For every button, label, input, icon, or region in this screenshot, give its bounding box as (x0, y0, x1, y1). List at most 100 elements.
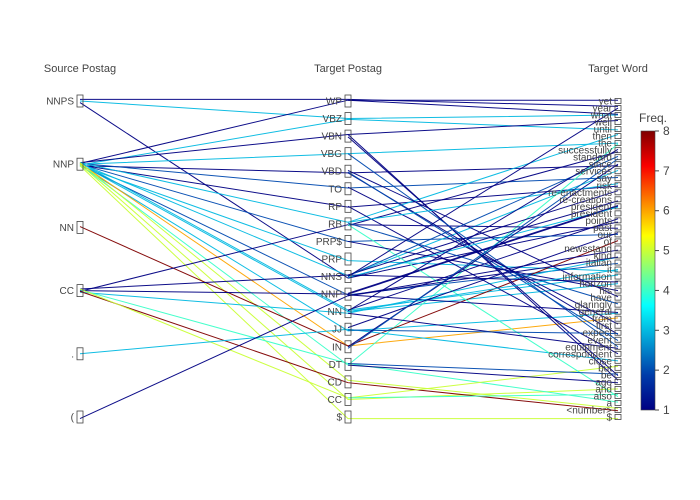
ribbon-cc-nnp-president[interactable] (79, 205, 619, 295)
category-band-re-creations[interactable] (614, 196, 622, 203)
category-band-glaringly[interactable] (614, 301, 622, 308)
ribbon-nn-points[interactable] (347, 218, 619, 311)
category-band-also[interactable] (614, 393, 622, 399)
category-band-rp[interactable] (344, 199, 352, 213)
ribbon-nnp-vbd-since[interactable] (79, 165, 619, 174)
ribbon-nns-president[interactable] (347, 206, 619, 278)
category-band-newsstand[interactable] (614, 245, 622, 252)
category-band-until[interactable] (614, 126, 622, 132)
ribbon-nnp-jj-general[interactable] (79, 165, 619, 332)
ribbon-nns-year[interactable] (347, 107, 619, 277)
ribbon-cc-also[interactable] (347, 393, 619, 399)
category-band-nn[interactable] (76, 220, 84, 234)
ribbon-wp-what[interactable] (347, 99, 619, 115)
ribbon-rb-glaringly[interactable] (347, 222, 619, 305)
category-band-symbol[interactable] (76, 410, 84, 424)
ribbon-nnp-vbz-until[interactable] (79, 118, 619, 166)
category-band-past[interactable] (614, 224, 622, 231)
category-band-kind[interactable] (614, 252, 622, 259)
category-band-expect[interactable] (614, 329, 622, 336)
category-band-his[interactable] (614, 287, 622, 294)
category-band-successfully[interactable] (614, 147, 622, 154)
ribbon-cc-cd-number[interactable] (79, 290, 619, 412)
ribbon-nnp-to-say[interactable] (79, 162, 619, 189)
ribbon-nns-horizon[interactable] (347, 274, 619, 283)
category-band-be[interactable] (614, 371, 622, 378)
category-band-and[interactable] (614, 385, 622, 392)
category-band-jj[interactable] (344, 322, 352, 336)
category-band-to[interactable] (344, 182, 352, 196)
category-band-have[interactable] (614, 294, 622, 301)
category-band-italian[interactable] (614, 259, 622, 266)
category-band-close[interactable] (614, 357, 622, 364)
category-band-cc[interactable] (76, 284, 84, 298)
ribbon-dt-be[interactable] (347, 363, 619, 375)
category-band-the[interactable] (614, 140, 622, 147)
category-band-of[interactable] (614, 238, 622, 245)
category-band-yet[interactable] (614, 98, 622, 104)
category-band-general[interactable] (614, 308, 622, 315)
category-band-say[interactable] (614, 175, 622, 182)
category-band-a[interactable] (614, 400, 622, 406)
ribbon-dt-ago[interactable] (347, 364, 619, 384)
category-band-prp[interactable] (344, 252, 352, 266)
ribbon-nnp-kind[interactable] (347, 256, 619, 297)
category-band-information[interactable] (614, 273, 622, 280)
category-band-points[interactable] (614, 217, 622, 224)
category-band-our[interactable] (614, 231, 622, 238)
category-band-rb[interactable] (344, 217, 352, 231)
category-band-risk[interactable] (614, 182, 622, 189)
ribbon-vbn-ago[interactable] (347, 134, 619, 381)
category-band-prp[interactable] (344, 235, 352, 248)
category-band-first[interactable] (614, 322, 622, 329)
category-band-symbol[interactable] (76, 347, 84, 361)
ribbon-nnp-president[interactable] (347, 205, 619, 294)
ribbon-nnp-general[interactable] (347, 294, 619, 313)
category-band-what[interactable] (614, 112, 622, 118)
category-band-vbz[interactable] (344, 112, 352, 125)
category-band-from[interactable] (614, 315, 622, 322)
category-band-horizon[interactable] (614, 280, 622, 287)
category-band-wp[interactable] (344, 94, 352, 108)
category-band-vbg[interactable] (344, 147, 352, 161)
category-band-cc[interactable] (344, 393, 352, 406)
category-band-vbn[interactable] (344, 129, 352, 143)
ribbon-prp-his[interactable] (347, 240, 619, 292)
ribbon-nnp-rp-risk[interactable] (79, 164, 619, 208)
category-band-standard[interactable] (614, 154, 622, 161)
category-band-symbol[interactable] (614, 414, 622, 420)
category-band-ago[interactable] (614, 378, 622, 385)
category-band-it[interactable] (614, 266, 622, 273)
category-band-well[interactable] (614, 119, 622, 125)
ribbon-jj-close[interactable] (79, 328, 619, 362)
category-band-nnps[interactable] (76, 94, 84, 108)
ribbon-nnp-prp-it[interactable] (79, 165, 619, 272)
category-band-president[interactable] (614, 203, 622, 210)
ribbon-nnps-nns-points[interactable] (79, 102, 619, 279)
ribbon-nn-it[interactable] (347, 269, 619, 313)
category-band-services[interactable] (614, 168, 622, 175)
ribbon-nnp-cd-number[interactable] (79, 162, 619, 409)
ribbon-nn-equipment[interactable] (347, 312, 619, 349)
category-band-president[interactable] (614, 210, 622, 217)
category-band-vbd[interactable] (344, 164, 352, 178)
ribbon-vbg-equipment[interactable] (347, 153, 619, 348)
category-band-then[interactable] (614, 133, 622, 140)
category-band-nnp[interactable] (76, 157, 84, 171)
category-band-event[interactable] (614, 336, 622, 343)
category-band-re-enactments[interactable] (614, 189, 622, 196)
category-band-since[interactable] (614, 161, 622, 168)
category-band-in[interactable] (344, 340, 352, 354)
ribbon-vbd-have[interactable] (347, 169, 619, 298)
category-band-equipment[interactable] (614, 343, 622, 350)
category-band-symbol[interactable] (344, 410, 352, 424)
category-band-correspondent[interactable] (614, 350, 622, 357)
ribbon-nnps-wp-year[interactable] (80, 98, 619, 107)
ribbon-rb-also[interactable] (347, 224, 619, 398)
ribbon-rb-successfully[interactable] (347, 151, 619, 226)
ribbon-nn-successfully[interactable] (347, 148, 619, 312)
category-band-nns[interactable] (344, 270, 352, 283)
category-band-nn[interactable] (344, 305, 352, 319)
ribbon-nnps-vbz-what[interactable] (79, 100, 619, 120)
ribbon-nnp-cc-and[interactable] (79, 163, 619, 400)
